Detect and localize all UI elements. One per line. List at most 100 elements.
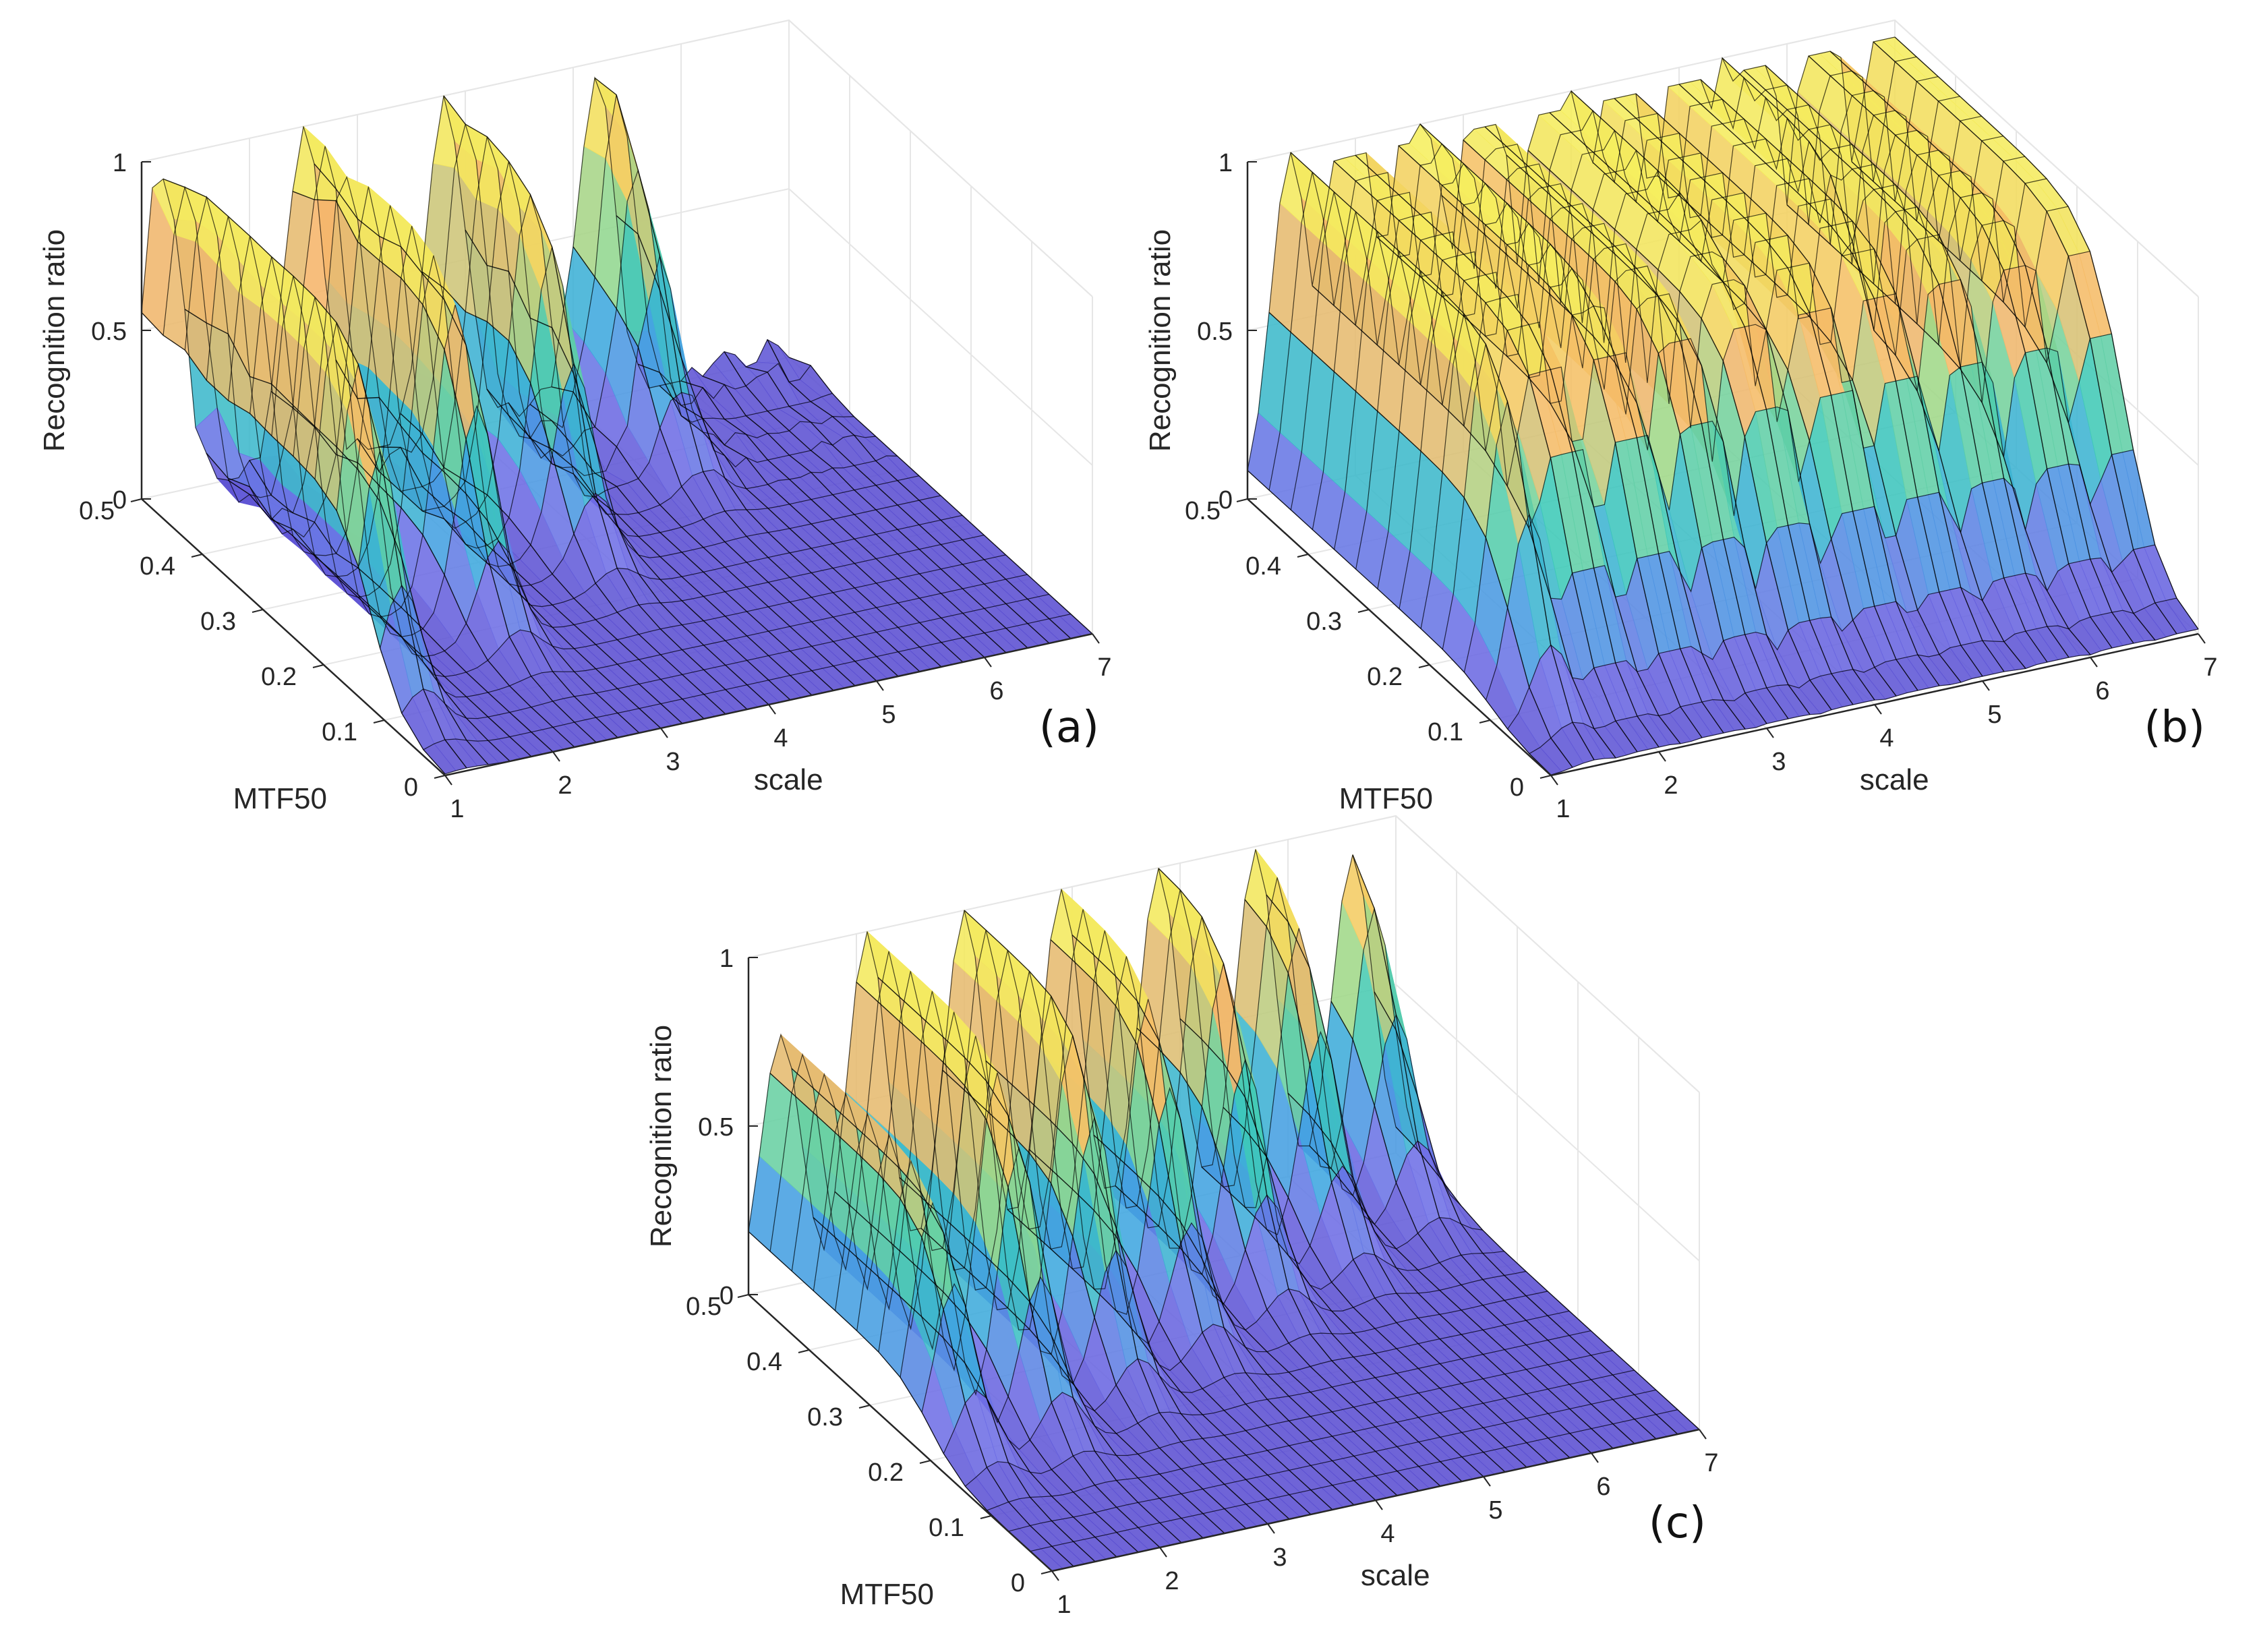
x-tick-mark [1550,775,1558,786]
mesh-line [1529,597,2177,755]
y-tick-mark [858,1405,871,1409]
x-tick-mark [1699,1429,1707,1440]
y-tick-label: 0.1 [1428,718,1463,746]
x-tick-mark [1159,1547,1167,1558]
z-tick-label: 0.5 [698,1113,734,1142]
x-tick-label: 7 [1097,653,1111,682]
mesh-line [206,161,854,538]
y-axis-line [141,498,446,776]
panel-b-content: 123456700.10.20.30.40.500.51scaleMTF50Re… [1144,19,2218,823]
x-tick-label: 6 [989,677,1003,705]
y-tick-mark [980,1515,992,1519]
y-tick-mark [1539,775,1552,779]
mesh-line [1377,156,2026,589]
mesh-line [1030,1409,1678,1552]
mesh-line [141,76,790,481]
mesh-line [250,225,898,577]
x-tick-mark [1766,728,1774,738]
y-tick-label: 0.5 [1185,497,1221,525]
x-tick-label: 5 [1488,1496,1502,1525]
y-tick-label: 0.3 [1306,608,1342,636]
z-tick-label: 1 [720,945,734,973]
y-tick-mark [252,609,264,613]
x-tick-label: 4 [1879,724,1894,753]
mesh-line [1008,1389,1656,1532]
y-tick-label: 0.1 [929,1514,964,1542]
x-tick-label: 1 [1556,795,1570,823]
z-tick-label: 0 [720,1282,734,1310]
y-tick-label: 0 [1510,773,1524,802]
z-tick-label: 1 [1219,149,1233,177]
surface [1247,36,2199,775]
mesh-line [271,255,920,598]
x-tick-label: 1 [1057,1591,1071,1619]
mesh-line [748,849,1397,1251]
x-tick-label: 5 [1987,701,2001,729]
x-tick-mark [984,657,992,668]
axes: 123456700.10.20.30.40.500.51scaleMTF50Re… [645,945,1719,1619]
mesh-line [423,614,1072,750]
box-top-edge [141,19,1093,297]
mesh-line [314,322,963,638]
x-tick-mark [2198,633,2206,644]
y-tick-label: 0.4 [140,552,175,581]
mesh-line [336,364,985,657]
mesh-line [1550,628,2199,775]
x-tick-label: 1 [450,795,464,823]
x-tick-label: 2 [558,771,572,800]
y-tick-mark [312,664,324,668]
y-tick-label: 0.2 [261,663,297,691]
mesh-line [900,1146,1548,1396]
x-tick-label: 7 [1704,1449,1718,1477]
y-tick-mark [1418,664,1430,668]
x-tick-mark [660,728,668,738]
x-tick-mark [1591,1452,1599,1463]
x-tick-mark [1051,1570,1059,1581]
y-tick-mark [737,1294,749,1298]
y-axis-line [1247,498,1552,776]
mesh-line [1247,36,1896,471]
y-tick-label: 0.2 [1367,663,1403,691]
z-axis-label: Recognition ratio [38,229,71,452]
mesh-line [878,1072,1527,1372]
surface-mesh [1247,36,2199,775]
y-tick-mark [798,1349,810,1353]
x-tick-mark [1375,1500,1383,1510]
x-tick-mark [2090,657,2098,668]
y-tick-mark [1479,719,1491,724]
y-tick-mark [434,775,446,779]
x-tick-label: 3 [1272,1543,1287,1572]
surface [748,848,1700,1572]
z-axis-label: Recognition ratio [1144,229,1177,452]
x-tick-mark [1658,751,1666,762]
y-axis-label: MTF50 [840,1578,934,1611]
x-tick-label: 4 [773,724,788,753]
x-tick-mark [876,680,884,691]
x-tick-mark [1483,1476,1491,1487]
mesh-line [1420,206,2069,629]
x-tick-label: 3 [1771,748,1786,776]
y-tick-mark [919,1460,931,1464]
surface-mesh [141,76,1093,775]
mesh-line [163,94,811,503]
panel-label: (c) [1649,1498,1706,1548]
x-axis-label: scale [1860,763,1929,796]
mesh-line [1507,544,2155,730]
z-tick-label: 0.5 [1197,318,1233,346]
z-tick-label: 0 [1219,486,1233,514]
mesh-line [769,877,1418,1271]
y-tick-mark [191,554,203,558]
x-tick-label: 6 [1596,1473,1610,1501]
z-axis-label: Recognition ratio [645,1025,678,1247]
x-tick-mark [768,704,776,715]
y-tick-mark [1040,1570,1053,1574]
mesh-line [184,136,833,521]
mesh-line [791,916,1440,1291]
box-top-edge [1247,19,2199,297]
panel-a-content: 123456700.10.20.30.40.500.51scaleMTF50Re… [38,19,1112,823]
panel-label: (a) [1039,703,1099,753]
z-tick-label: 0.5 [91,318,127,346]
mesh-line [293,297,941,618]
x-tick-mark [1092,633,1100,644]
